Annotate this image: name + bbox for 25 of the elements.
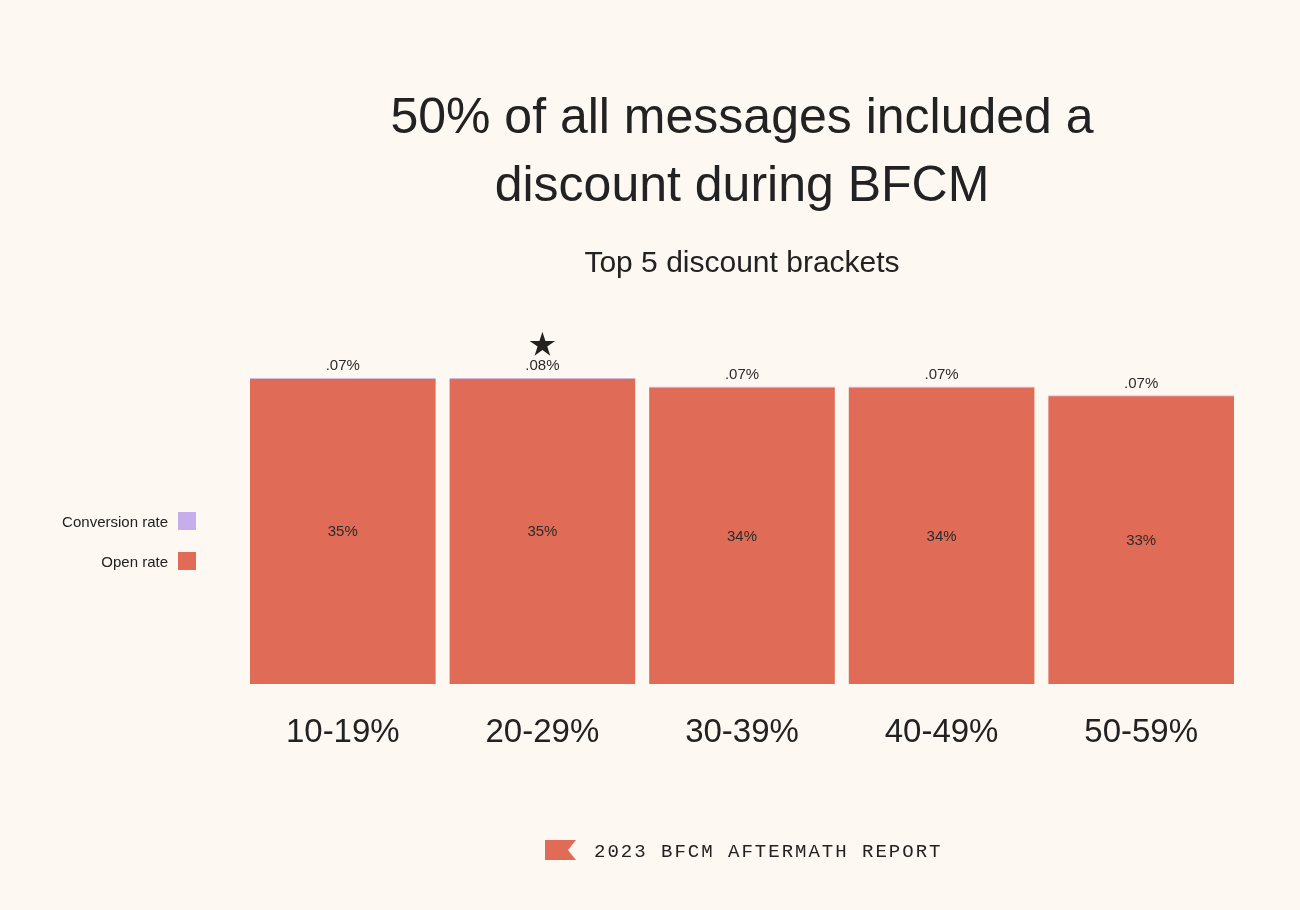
bar [449,378,636,684]
chart-subtitle: Top 5 discount brackets [584,245,900,278]
data-label: .07% [325,356,360,374]
bar [649,387,835,684]
data-label: 34% [726,526,758,544]
data-label: 35% [527,522,558,540]
data-label: .07% [724,364,760,382]
bar [848,387,1035,684]
x-tick-label: 50-59% [1084,712,1199,749]
data-label: .07% [924,364,959,382]
data-label: 34% [926,526,957,544]
x-tick-label: 10-19% [285,712,400,749]
x-tick-label: 20-29% [485,712,600,749]
text: 2023 BFCM AFTERMATH REPORT [594,841,943,863]
data-label: 35% [327,522,358,540]
bar [250,378,436,684]
x-tick-label: 40-49% [884,712,999,749]
data-label: 33% [1126,531,1157,549]
bar [1048,396,1234,684]
x-tick-label: 30-39% [685,712,799,749]
legend-label: Open rate [101,553,168,570]
data-label: .08% [525,356,560,373]
data-label: .07% [1124,373,1159,391]
legend-label: Conversion rate [62,513,168,530]
chart-title: 50% of all messages included a discount during BFCM [390,88,1094,212]
